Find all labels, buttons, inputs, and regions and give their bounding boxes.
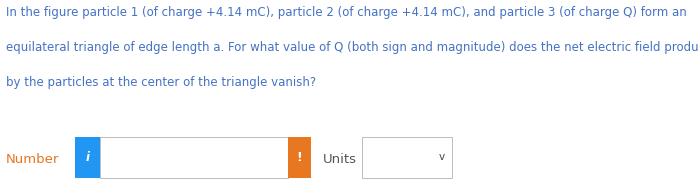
FancyBboxPatch shape xyxy=(100,137,288,178)
Text: In the figure particle 1 (of charge +4.14 mC), particle 2 (of charge +4.14 mC), : In the figure particle 1 (of charge +4.1… xyxy=(6,6,686,18)
FancyBboxPatch shape xyxy=(75,137,100,178)
Text: !: ! xyxy=(297,151,302,164)
FancyBboxPatch shape xyxy=(362,137,452,178)
FancyBboxPatch shape xyxy=(288,137,311,178)
Text: Number: Number xyxy=(6,153,59,166)
Text: by the particles at the center of the triangle vanish?: by the particles at the center of the tr… xyxy=(6,76,315,89)
Text: v: v xyxy=(439,152,445,162)
Text: i: i xyxy=(86,151,89,164)
Text: equilateral triangle of edge length a. For what value of Q (both sign and magnit: equilateral triangle of edge length a. F… xyxy=(6,41,698,54)
Text: Units: Units xyxy=(323,153,357,166)
